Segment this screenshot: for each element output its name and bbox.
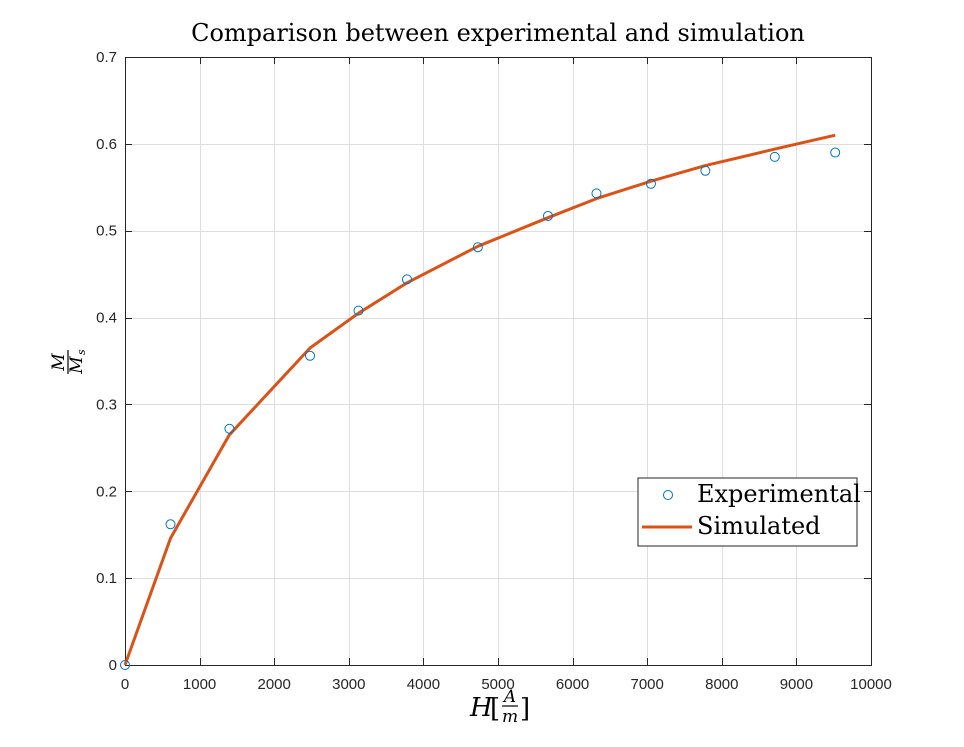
data-point-experimental <box>830 147 841 158</box>
x-tick-label: 5000 <box>481 676 514 693</box>
data-point-experimental <box>224 423 235 434</box>
data-point-experimental <box>353 305 364 316</box>
legend-experimental-label: Experimental <box>697 480 861 508</box>
y-tick-label: 0.6 <box>96 136 117 153</box>
data-point-experimental <box>700 165 711 176</box>
legend-experimental-marker <box>663 490 673 500</box>
x-tick-label: 8000 <box>705 676 738 693</box>
data-point-experimental <box>165 519 176 530</box>
y-tick-label: 0.7 <box>96 49 117 66</box>
y-tick-label: 0.1 <box>96 570 117 587</box>
y-tick-label: 0.4 <box>96 310 117 327</box>
x-label-numerator: A <box>502 687 516 707</box>
data-point-experimental <box>769 151 780 162</box>
x-axis-label: H [ A m ] <box>469 687 530 727</box>
x-tick-label: 1000 <box>183 676 216 693</box>
y-label-numerator: M <box>49 353 69 372</box>
y-tick-label: 0.2 <box>96 483 117 500</box>
data-point-experimental <box>645 178 656 189</box>
legend-box <box>637 477 858 547</box>
x-label-close-bracket: ] <box>520 694 530 724</box>
x-tick-label: 6000 <box>556 676 589 693</box>
x-tick-label: 9000 <box>780 676 813 693</box>
y-tick-label: 0.3 <box>96 396 117 413</box>
data-point-experimental <box>591 188 602 199</box>
x-tick-label: 2000 <box>258 676 291 693</box>
data-point-experimental <box>120 660 130 670</box>
data-point-experimental <box>472 242 483 253</box>
x-tick-label: 10000 <box>850 676 892 693</box>
tick-labels: 0 1000 2000 3000 4000 5000 6000 7000 8000 9000 100… <box>96 49 892 693</box>
x-label-open-bracket: [ <box>490 694 500 724</box>
x-label-denominator: m <box>502 707 518 727</box>
data-point-experimental <box>401 274 412 285</box>
y-tick-label: 0.5 <box>96 223 117 240</box>
chart-title: Comparison between experimental and simu… <box>191 19 805 47</box>
x-label-var: H <box>469 693 494 723</box>
data-point-experimental <box>542 210 553 221</box>
data-point-experimental <box>305 350 316 361</box>
series-line-simulated <box>123 133 836 666</box>
x-tick-label: 3000 <box>332 676 365 693</box>
series-layer <box>120 133 841 670</box>
legend: Experimental Simulated <box>637 477 861 547</box>
x-tick-label: 4000 <box>407 676 440 693</box>
y-axis-label: M M s <box>49 349 88 375</box>
x-tick-label: 7000 <box>631 676 664 693</box>
axes <box>125 57 872 666</box>
y-tick-label: 0 <box>109 657 117 674</box>
legend-simulated-label: Simulated <box>697 512 821 540</box>
x-tick-label: 0 <box>121 676 129 693</box>
y-label-denominator: M <box>67 356 87 375</box>
y-label-denominator-subscript: s <box>75 349 88 355</box>
